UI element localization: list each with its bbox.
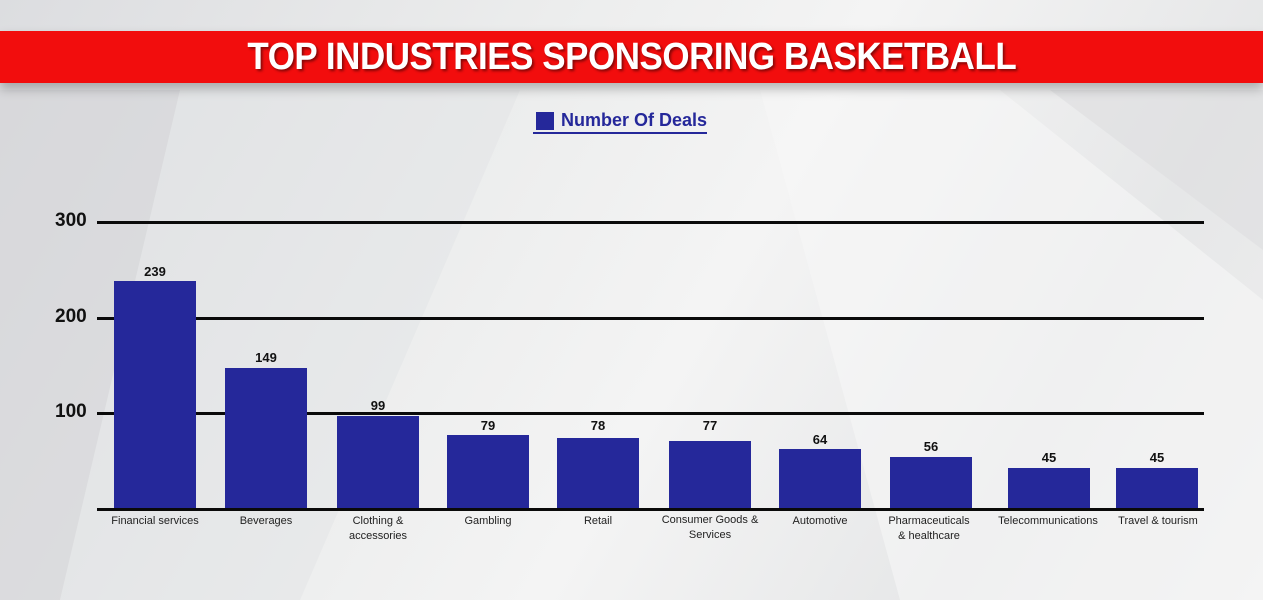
gridline-300 xyxy=(97,221,1204,224)
bar-retail xyxy=(557,438,639,509)
bar-consumer-goods xyxy=(669,441,751,509)
value-label: 78 xyxy=(590,418,606,433)
title-banner: TOP INDUSTRIES SPONSORING BASKETBALL xyxy=(0,31,1263,83)
category-label: Pharmaceuticals & healthcare xyxy=(888,515,970,542)
gridline-100 xyxy=(97,412,1204,415)
x-axis-baseline xyxy=(97,508,1204,511)
value-label: 79 xyxy=(480,418,496,433)
value-label: 56 xyxy=(923,439,939,454)
bar-telecommunications xyxy=(1008,468,1090,509)
value-label: 77 xyxy=(702,418,718,433)
legend-label: Number Of Deals xyxy=(561,110,708,130)
category-label: Gambling xyxy=(464,515,512,527)
category-label: Financial services xyxy=(111,515,199,527)
value-label: 45 xyxy=(1041,450,1057,465)
category-label: Travel & tourism xyxy=(1118,515,1198,527)
value-label: 45 xyxy=(1149,450,1165,465)
bar-beverages xyxy=(225,368,307,509)
y-tick-200: 200 xyxy=(55,306,87,327)
y-tick-300: 300 xyxy=(55,210,87,231)
bar-financial-services xyxy=(114,281,196,509)
value-label: 149 xyxy=(255,350,277,365)
bar-automotive xyxy=(779,449,861,509)
value-label: 64 xyxy=(812,432,828,447)
y-tick-100: 100 xyxy=(55,401,87,422)
value-label: 239 xyxy=(144,264,166,279)
category-label: Consumer Goods & Services xyxy=(661,514,759,541)
bar-pharmaceuticals xyxy=(890,457,972,509)
bar-clothing xyxy=(337,416,419,509)
category-label: Retail xyxy=(583,515,613,527)
value-label: 99 xyxy=(370,398,386,413)
bar-gambling xyxy=(447,435,529,509)
category-label: Telecommunications xyxy=(998,515,1098,527)
bar-travel xyxy=(1116,468,1198,509)
gridline-200 xyxy=(97,317,1204,320)
legend-swatch xyxy=(536,111,554,130)
category-label: Automotive xyxy=(792,515,848,527)
legend: Number Of Deals xyxy=(533,110,708,134)
category-label: Clothing & accessories xyxy=(348,515,408,542)
category-label: Beverages xyxy=(239,515,293,527)
chart-title: TOP INDUSTRIES SPONSORING BASKETBALL xyxy=(247,35,1016,78)
